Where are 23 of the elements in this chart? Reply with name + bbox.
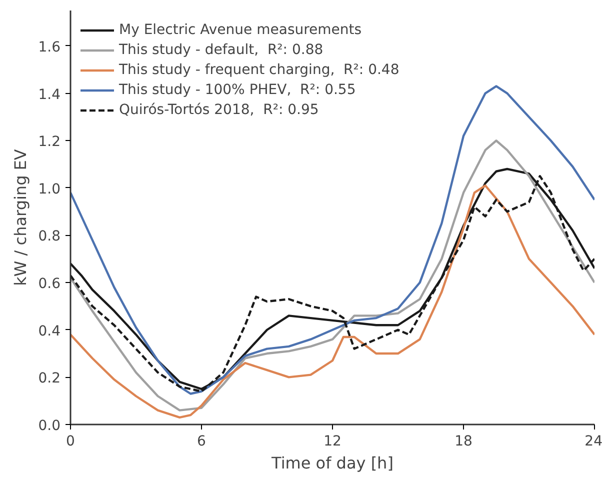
y-tick-label: 1.2 — [38, 134, 60, 150]
y-tick-label: 0.2 — [38, 370, 60, 387]
x-axis-title: Time of day [h] — [270, 454, 394, 472]
y-axis-title: kW / charging EV — [11, 149, 30, 286]
legend-label: This study - default, R²: 0.88 — [119, 42, 324, 58]
y-tick-label: 0.6 — [38, 276, 61, 292]
x-tick-label: 0 — [66, 434, 75, 450]
y-tick-label: 1.4 — [38, 86, 61, 103]
line-series — [70, 85, 594, 395]
line-series — [70, 140, 594, 412]
x-tick-label: 18 — [454, 434, 472, 450]
legend-label: This study - 100% PHEV, R²: 0.55 — [119, 82, 356, 98]
y-tick-label: 0.4 — [38, 323, 61, 340]
y-tick-label: 1.6 — [38, 39, 61, 56]
legend-label: My Electric Avenue measurements — [119, 22, 362, 38]
y-tick-label: 0.8 — [38, 228, 60, 245]
x-tick-label: 24 — [584, 434, 602, 450]
x-tick-label: 6 — [197, 434, 206, 450]
y-tick-label: 1.0 — [38, 181, 60, 198]
legend-label: Quirós-Tortós 2018, R²: 0.95 — [119, 102, 319, 118]
legend-label: This study - frequent charging, R²: 0.48 — [119, 62, 400, 78]
y-tick-label: 0.0 — [38, 418, 60, 434]
x-tick-label: 12 — [324, 434, 342, 450]
